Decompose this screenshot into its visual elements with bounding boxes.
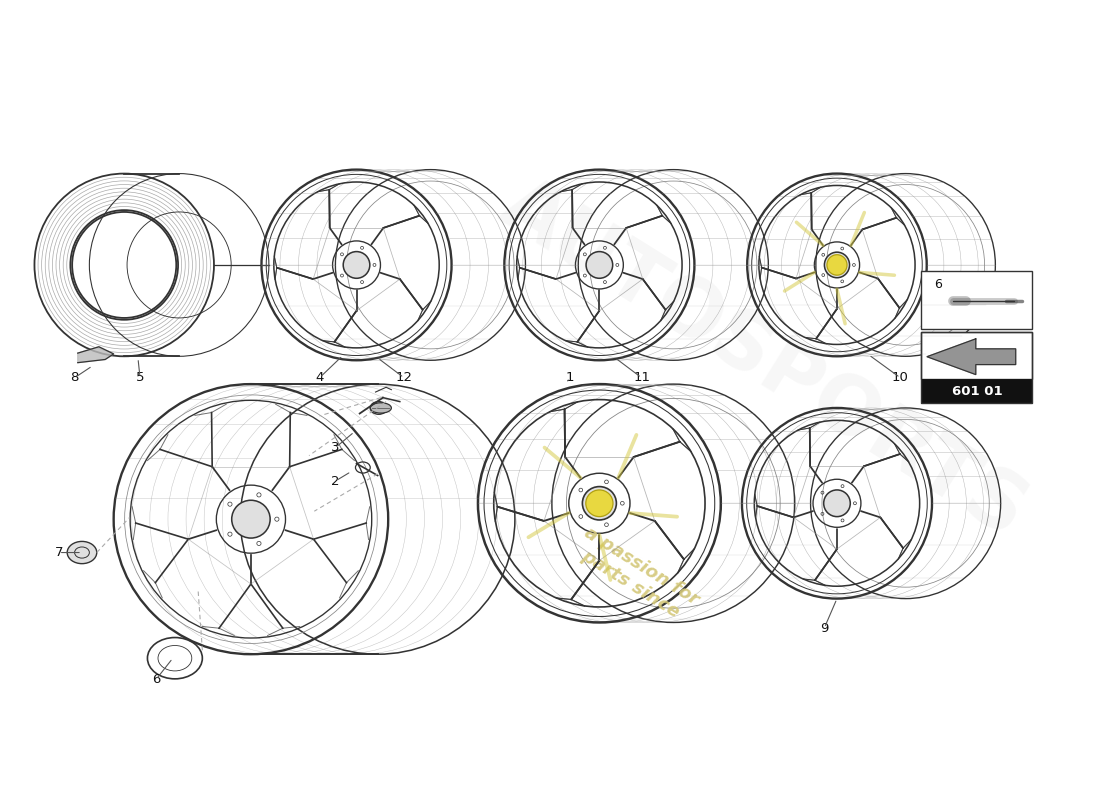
Text: 6: 6	[934, 278, 942, 290]
Ellipse shape	[586, 251, 613, 278]
Text: 6: 6	[152, 673, 161, 686]
Ellipse shape	[343, 251, 370, 278]
Text: 7: 7	[55, 546, 63, 559]
Text: 4: 4	[316, 371, 323, 384]
Text: 11: 11	[634, 371, 650, 384]
FancyBboxPatch shape	[922, 379, 1032, 403]
Ellipse shape	[371, 402, 392, 413]
Text: a passion for
parts since: a passion for parts since	[570, 523, 703, 626]
Text: 5: 5	[135, 371, 144, 384]
Ellipse shape	[827, 254, 847, 275]
Ellipse shape	[824, 252, 849, 278]
Text: 9: 9	[821, 622, 828, 634]
Ellipse shape	[824, 490, 850, 517]
FancyBboxPatch shape	[922, 332, 1032, 379]
Text: 12: 12	[396, 371, 412, 384]
Text: 10: 10	[892, 371, 909, 384]
FancyBboxPatch shape	[922, 271, 1032, 329]
Text: 2: 2	[331, 474, 340, 487]
Ellipse shape	[582, 486, 616, 520]
Text: 3: 3	[331, 441, 340, 454]
Text: 601 01: 601 01	[952, 385, 1002, 398]
Polygon shape	[927, 339, 1015, 374]
Polygon shape	[78, 346, 113, 362]
Circle shape	[67, 542, 97, 564]
Text: AUTOSPORTS: AUTOSPORTS	[486, 167, 1041, 554]
Ellipse shape	[232, 500, 271, 538]
Text: 8: 8	[70, 371, 79, 384]
Text: 1: 1	[565, 371, 574, 384]
Ellipse shape	[586, 490, 613, 517]
